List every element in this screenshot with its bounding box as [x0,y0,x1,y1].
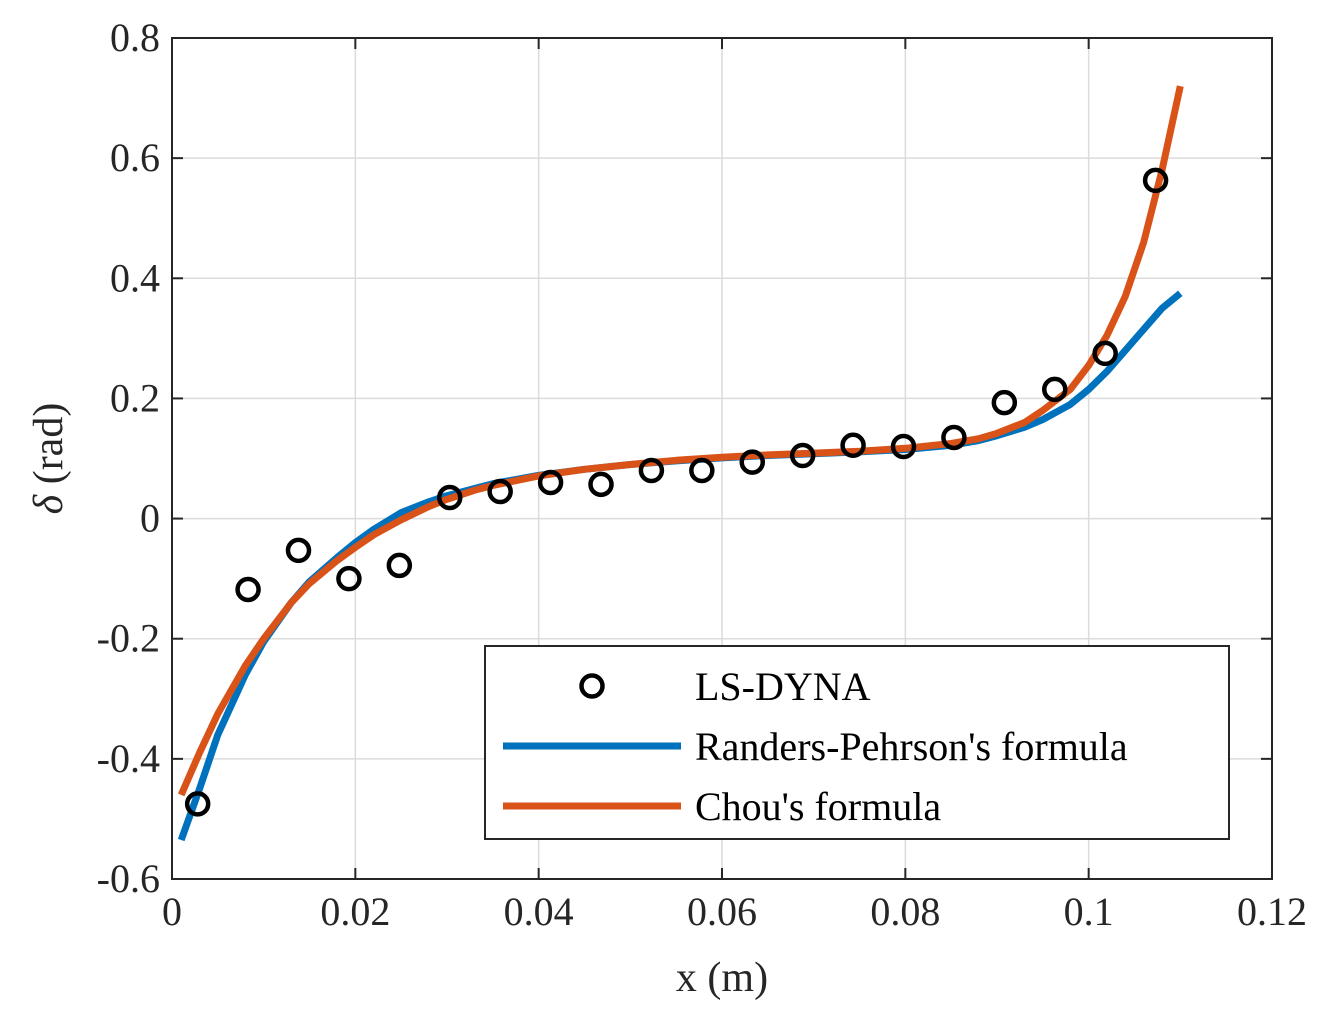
data-point [386,552,413,579]
data-point [487,478,513,505]
legend: LS-DYNA Randers-Pehrson's formula Chou's f… [484,645,1230,840]
tick-labels: 0 0.02 0.04 0.06 0.08 0.1 0.12 -0.6 -0.4 -0.2 0 0.2… [97,15,1307,934]
y-tick-label: -0.6 [97,856,160,901]
y-axis-unit: (rad) [26,403,72,495]
data-markers [184,167,1169,817]
data-point [537,469,564,496]
data-point [991,389,1018,416]
y-axis-symbol: δ [26,493,72,514]
axis-ticks [171,37,1273,880]
data-point [739,449,765,475]
y-tick-label: 0.6 [110,135,160,180]
data-point [941,424,967,451]
data-point [285,537,312,564]
y-tick-label: -0.4 [97,736,160,781]
data-point [1092,340,1118,367]
y-tick-label: 0 [140,496,160,541]
y-tick-label: 0.4 [110,255,160,300]
x-tick-label: 0.12 [1237,889,1307,934]
legend-label: LS-DYNA [695,664,871,709]
data-point [336,565,362,592]
data-point [689,457,715,484]
x-tick-label: 0.1 [1064,889,1114,934]
x-axis-label: x (m) [676,955,768,1001]
x-tick-label: 0 [162,889,182,934]
y-tick-label: -0.2 [97,616,160,661]
y-tick-label: 0.8 [110,15,160,60]
x-tick-label: 0.08 [870,889,940,934]
x-tick-label: 0.02 [320,889,390,934]
data-point [235,576,261,603]
data-point [184,791,211,817]
y-tick-label: 0.2 [110,375,160,420]
data-point [1042,376,1068,403]
data-point [1142,167,1169,194]
y-axis-label: δ (rad) [26,403,72,515]
legend-label: Chou's formula [695,784,941,829]
x-tick-label: 0.06 [687,889,757,934]
x-tick-label: 0.04 [504,889,574,934]
data-point [588,471,614,498]
legend-marker [579,673,605,699]
data-point [890,433,917,460]
data-point [840,432,866,459]
data-point [789,442,816,469]
data-point [638,457,665,484]
data-point [437,484,463,511]
legend-label: Randers-Pehrson's formula [695,724,1128,769]
